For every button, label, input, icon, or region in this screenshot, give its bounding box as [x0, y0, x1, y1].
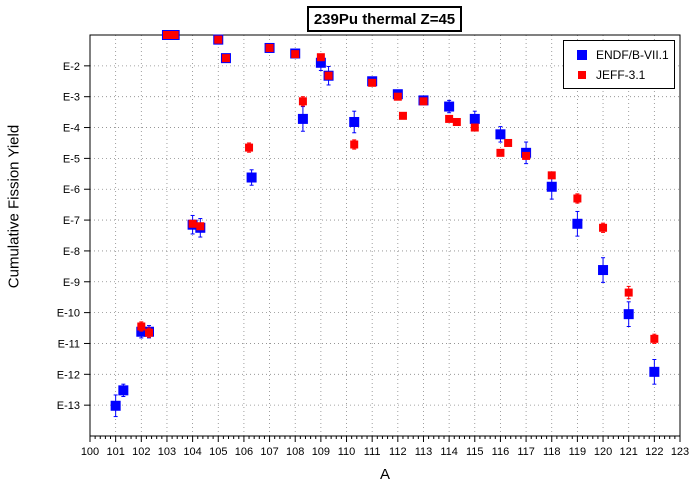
x-tick-label: 118	[543, 446, 561, 458]
chart-title: 239Pu thermal Z=45	[307, 6, 462, 32]
jeff-data-point	[350, 140, 359, 149]
jeff-data-point	[624, 288, 633, 297]
jeff-data-point	[393, 92, 402, 101]
jeff-data-point	[368, 78, 377, 87]
jeff-data-point	[221, 54, 230, 63]
jeff-data-point	[137, 322, 146, 331]
jeff-data-point	[162, 31, 171, 39]
x-tick-label: 115	[466, 446, 484, 458]
x-tick-label: 120	[594, 446, 612, 458]
x-tick-label: 100	[81, 446, 99, 458]
legend-swatch-endf	[577, 50, 587, 60]
jeff-data-point	[419, 97, 428, 106]
endf-data-point	[444, 101, 455, 112]
endf-data-point	[136, 326, 147, 337]
jeff-data-point	[298, 97, 307, 106]
legend-swatch-jeff	[578, 71, 586, 79]
plot-area	[90, 35, 680, 436]
y-tick-label: E-6	[63, 184, 80, 196]
y-tick-label: E-13	[57, 400, 80, 412]
jeff-data-point	[170, 31, 179, 39]
jeff-data-point	[452, 117, 461, 126]
endf-data-point	[623, 309, 634, 320]
x-tick-label: 113	[415, 446, 433, 458]
legend-item-endf: ENDF/B-VII.1	[564, 47, 674, 63]
x-tick-label: 101	[106, 446, 124, 458]
x-tick-label: 105	[209, 446, 227, 458]
y-tick-label: E-4	[63, 123, 80, 135]
jeff-data-point	[547, 171, 556, 180]
jeff-data-point	[265, 43, 274, 52]
y-tick-label: E-11	[58, 338, 80, 350]
y-axis-label: Cumulative Fission Yield	[5, 124, 23, 289]
jeff-data-point	[522, 151, 531, 160]
x-tick-label: 122	[645, 446, 663, 458]
jeff-data-point	[324, 71, 333, 80]
legend-label-jeff: JEFF-3.1	[596, 68, 646, 82]
x-axis-label: A	[379, 466, 390, 483]
endf-data-point	[649, 366, 660, 377]
endf-data-point	[118, 385, 129, 396]
x-tick-label: 119	[569, 446, 587, 458]
x-tick-label: 117	[517, 446, 535, 458]
x-tick-label: 111	[364, 446, 381, 458]
y-tick-label: E-10	[57, 308, 80, 320]
jeff-data-point	[650, 334, 659, 343]
x-tick-label: 112	[389, 446, 407, 458]
jeff-data-point	[214, 35, 223, 44]
legend-item-jeff: JEFF-3.1	[564, 67, 674, 83]
jeff-data-point	[496, 148, 505, 157]
x-tick-label: 121	[620, 446, 638, 458]
y-tick-label: E-8	[63, 246, 80, 258]
endf-data-point	[246, 172, 257, 183]
x-tick-label: 114	[440, 446, 458, 458]
jeff-data-point	[573, 194, 582, 203]
y-tick-label: E-5	[63, 153, 80, 165]
x-tick-label: 116	[492, 446, 510, 458]
jeff-data-point	[445, 114, 454, 123]
x-tick-label: 104	[183, 446, 201, 458]
endf-data-point	[349, 116, 360, 127]
jeff-data-point	[398, 111, 407, 120]
x-tick-label: 106	[235, 446, 253, 458]
plot-frame	[89, 34, 681, 437]
y-tick-label: E-2	[63, 61, 80, 73]
jeff-data-point	[245, 143, 254, 152]
x-tick-label: 109	[312, 446, 330, 458]
y-tick-label: E-7	[63, 215, 80, 227]
x-tick-label: 123	[671, 446, 689, 458]
x-tick-label: 103	[158, 446, 176, 458]
endf-data-point	[572, 218, 583, 229]
endf-data-point	[315, 57, 326, 68]
jeff-data-point	[470, 123, 479, 132]
jeff-data-point	[504, 138, 513, 147]
y-tick-label: E-3	[63, 92, 80, 104]
x-tick-label: 107	[260, 446, 278, 458]
endf-data-point	[546, 181, 557, 192]
jeff-data-point	[196, 222, 205, 231]
y-tick-label: E-12	[57, 369, 80, 381]
jeff-data-point	[316, 53, 325, 62]
y-tick-label: E-9	[63, 277, 80, 289]
legend: ENDF/B-VII.1 JEFF-3.1	[563, 40, 675, 89]
endf-data-point	[598, 265, 609, 276]
x-tick-label: 102	[132, 446, 150, 458]
x-tick-label: 110	[338, 446, 356, 458]
endf-data-point	[495, 129, 506, 140]
endf-data-point	[469, 113, 480, 124]
jeff-data-point	[188, 219, 197, 228]
jeff-data-point	[291, 50, 300, 59]
legend-label-endf: ENDF/B-VII.1	[596, 48, 669, 62]
jeff-data-point	[145, 328, 153, 337]
x-tick-label: 108	[286, 446, 304, 458]
jeff-data-point	[599, 223, 608, 232]
endf-data-point	[297, 113, 308, 124]
endf-data-point	[110, 400, 121, 411]
